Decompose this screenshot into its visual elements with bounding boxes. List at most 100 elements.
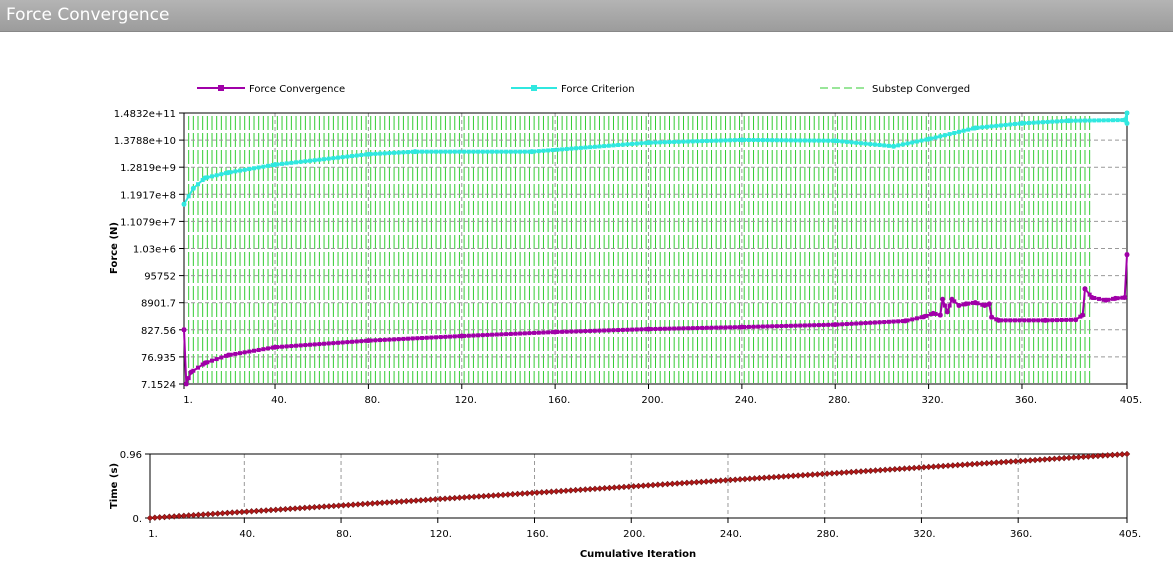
data-point-force-criterion bbox=[200, 178, 205, 183]
data-point-force-convergence bbox=[298, 343, 303, 348]
data-point-force-convergence bbox=[312, 342, 317, 347]
data-point-force-criterion bbox=[401, 150, 406, 155]
data-point-force-convergence bbox=[200, 362, 205, 367]
y-tick-label: 827.56 bbox=[141, 326, 176, 337]
data-point-time bbox=[383, 499, 391, 506]
data-point-time bbox=[814, 471, 821, 478]
data-point-time bbox=[1123, 450, 1131, 458]
data-point-force-convergence bbox=[242, 350, 247, 355]
data-point-force-criterion bbox=[261, 164, 266, 169]
data-point-time bbox=[253, 507, 260, 515]
data-point-time bbox=[1089, 453, 1097, 460]
data-point-force-criterion bbox=[420, 149, 425, 154]
data-point-time bbox=[1094, 452, 1102, 460]
data-point-force-criterion bbox=[630, 141, 635, 146]
data-point-force-criterion bbox=[303, 159, 308, 164]
data-point-force-convergence bbox=[816, 323, 821, 328]
data-point-force-convergence bbox=[844, 322, 849, 327]
data-point-force-criterion bbox=[387, 151, 392, 156]
legend-marker-force-criterion bbox=[531, 85, 537, 91]
data-point-force-convergence bbox=[280, 344, 285, 349]
data-point-time bbox=[891, 466, 899, 473]
data-point-time bbox=[988, 459, 995, 467]
data-point-time bbox=[727, 476, 734, 484]
data-point-force-criterion bbox=[322, 157, 327, 162]
x-tick-label: 320. bbox=[913, 529, 935, 540]
x-tick-label: 1. bbox=[148, 529, 158, 540]
data-point-force-criterion bbox=[667, 140, 672, 145]
data-point-force-criterion bbox=[1008, 122, 1013, 127]
data-point-time bbox=[514, 490, 521, 498]
data-point-force-criterion bbox=[751, 138, 756, 143]
data-point-force-criterion bbox=[709, 138, 714, 143]
data-point-time bbox=[437, 495, 444, 503]
data-point-force-convergence bbox=[849, 321, 854, 326]
data-point-force-criterion bbox=[718, 138, 723, 143]
data-point-force-convergence bbox=[611, 328, 616, 333]
data-point-time bbox=[674, 480, 681, 487]
data-point-time bbox=[843, 469, 850, 476]
data-point-force-criterion bbox=[972, 125, 978, 131]
data-point-time bbox=[925, 463, 932, 471]
data-point-time bbox=[1070, 454, 1077, 461]
data-point-force-criterion bbox=[210, 174, 215, 179]
data-point-force-convergence bbox=[266, 346, 271, 351]
data-point-force-convergence bbox=[1124, 252, 1130, 258]
data-point-time bbox=[601, 485, 608, 492]
data-point-time bbox=[949, 462, 957, 469]
data-point-time bbox=[190, 511, 197, 519]
data-point-force-convergence bbox=[225, 352, 231, 358]
data-point-force-convergence bbox=[485, 332, 490, 337]
data-point-force-convergence bbox=[807, 323, 812, 328]
data-point-force-criterion bbox=[938, 134, 943, 139]
data-point-time bbox=[417, 497, 425, 504]
x-tick-label: 80. bbox=[364, 395, 380, 406]
data-point-time bbox=[422, 496, 429, 504]
plot-border bbox=[149, 453, 1128, 519]
data-point-force-convergence bbox=[662, 326, 667, 331]
data-point-force-criterion bbox=[373, 151, 378, 156]
data-point-force-convergence bbox=[410, 336, 415, 341]
data-point-force-convergence bbox=[606, 328, 611, 333]
data-point-force-criterion bbox=[476, 149, 481, 154]
data-point-force-criterion bbox=[1040, 120, 1045, 125]
x-tick-label: 360. bbox=[1015, 395, 1037, 406]
data-point-time bbox=[959, 461, 966, 468]
data-point-time bbox=[978, 460, 986, 467]
data-point-force-criterion bbox=[760, 138, 765, 143]
data-point-force-criterion bbox=[490, 149, 495, 154]
data-point-force-criterion bbox=[905, 141, 910, 146]
data-point-force-criterion bbox=[1073, 118, 1078, 123]
data-point-force-criterion bbox=[583, 145, 588, 150]
data-point-force-criterion bbox=[499, 149, 504, 154]
data-point-time bbox=[175, 512, 183, 520]
data-point-force-criterion bbox=[676, 139, 681, 144]
data-point-time bbox=[828, 470, 836, 477]
data-point-time bbox=[635, 482, 642, 490]
data-point-force-convergence bbox=[714, 325, 719, 330]
data-point-force-convergence bbox=[639, 327, 644, 332]
data-point-force-convergence bbox=[1050, 318, 1055, 323]
data-point-force-criterion bbox=[485, 149, 490, 154]
legend-label-force-criterion: Force Criterion bbox=[561, 84, 635, 95]
data-point-time bbox=[799, 472, 807, 479]
data-point-force-convergence bbox=[653, 326, 658, 331]
data-point-force-convergence bbox=[956, 302, 962, 308]
data-point-time bbox=[461, 494, 468, 501]
data-point-force-convergence bbox=[949, 296, 955, 302]
data-point-force-convergence bbox=[448, 334, 453, 339]
data-point-time bbox=[219, 510, 226, 517]
data-point-force-criterion bbox=[863, 141, 868, 146]
data-point-force-criterion bbox=[252, 166, 257, 171]
data-point-force-convergence bbox=[219, 355, 224, 360]
data-point-time bbox=[441, 495, 449, 502]
data-point-time bbox=[993, 459, 1000, 466]
data-point-force-criterion bbox=[181, 201, 187, 207]
data-point-time bbox=[615, 484, 623, 491]
data-point-force-criterion bbox=[1106, 118, 1111, 123]
data-point-time bbox=[185, 512, 192, 519]
data-point-force-criterion bbox=[569, 146, 574, 151]
data-point-force-convergence bbox=[1026, 318, 1031, 323]
data-point-time bbox=[703, 478, 710, 485]
